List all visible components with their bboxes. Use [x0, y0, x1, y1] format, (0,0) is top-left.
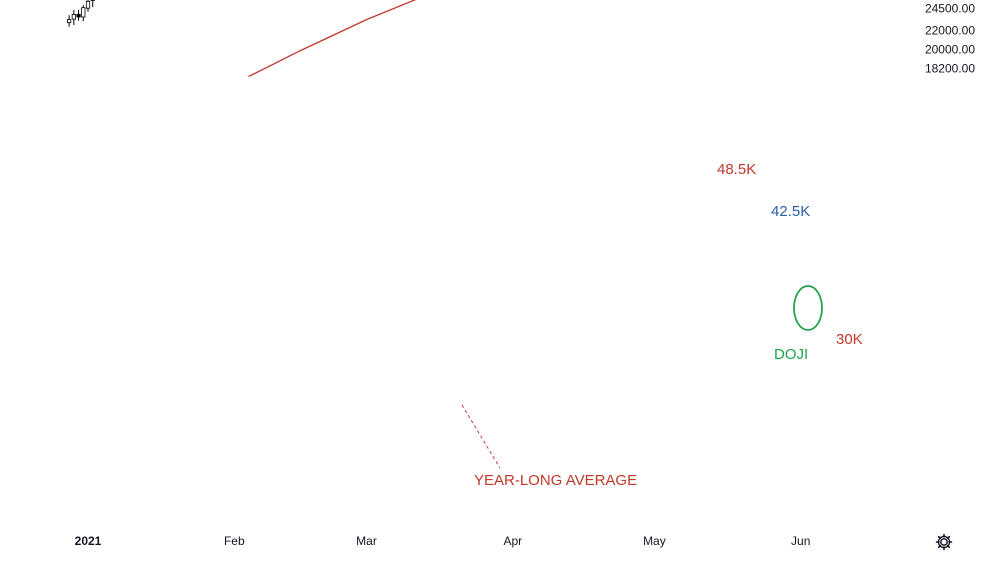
- candle-body: [76, 13, 81, 18]
- y-tick-label: 22000.00: [925, 23, 975, 37]
- settings-gear-icon[interactable]: [934, 532, 954, 552]
- candle: [81, 5, 86, 22]
- moving-average: [248, 0, 501, 469]
- candle-body: [67, 19, 72, 24]
- candle: [71, 9, 76, 25]
- x-tick-label: Mar: [356, 534, 377, 548]
- x-tick-label: May: [643, 534, 666, 548]
- doji-label: DOJI: [774, 346, 808, 363]
- candle-body: [85, 0, 91, 9]
- doji-highlight-ellipse: [793, 285, 823, 331]
- x-tick-label: Apr: [503, 534, 522, 548]
- candle: [90, 0, 95, 8]
- x-tick-label: Jun: [791, 534, 810, 548]
- ma-line: [248, 0, 417, 78]
- y-tick-label: 18200.00: [925, 62, 975, 76]
- candle-body: [71, 13, 76, 20]
- ma-label-connector: [461, 404, 501, 469]
- candle: [76, 9, 81, 21]
- level-label: 42.5K: [771, 203, 810, 220]
- x-tick-label: Feb: [224, 534, 245, 548]
- candle-body: [81, 7, 86, 18]
- y-tick-label: 20000.00: [925, 43, 975, 57]
- candle: [67, 15, 72, 27]
- candles: [67, 0, 95, 27]
- x-tick-label: 2021: [75, 534, 102, 548]
- x-axis: 2021 Feb Mar Apr May Jun: [75, 534, 811, 548]
- y-axis: 76000.0068000.0060000.0052500.0047500.00…: [925, 2, 975, 76]
- level-label: 48.5K: [717, 161, 756, 178]
- level-label: 30K: [836, 331, 863, 348]
- candle-body: [90, 0, 95, 1]
- y-tick-label: 24500.00: [925, 2, 975, 16]
- candle: [85, 0, 91, 12]
- ma-label: YEAR-LONG AVERAGE: [474, 472, 637, 489]
